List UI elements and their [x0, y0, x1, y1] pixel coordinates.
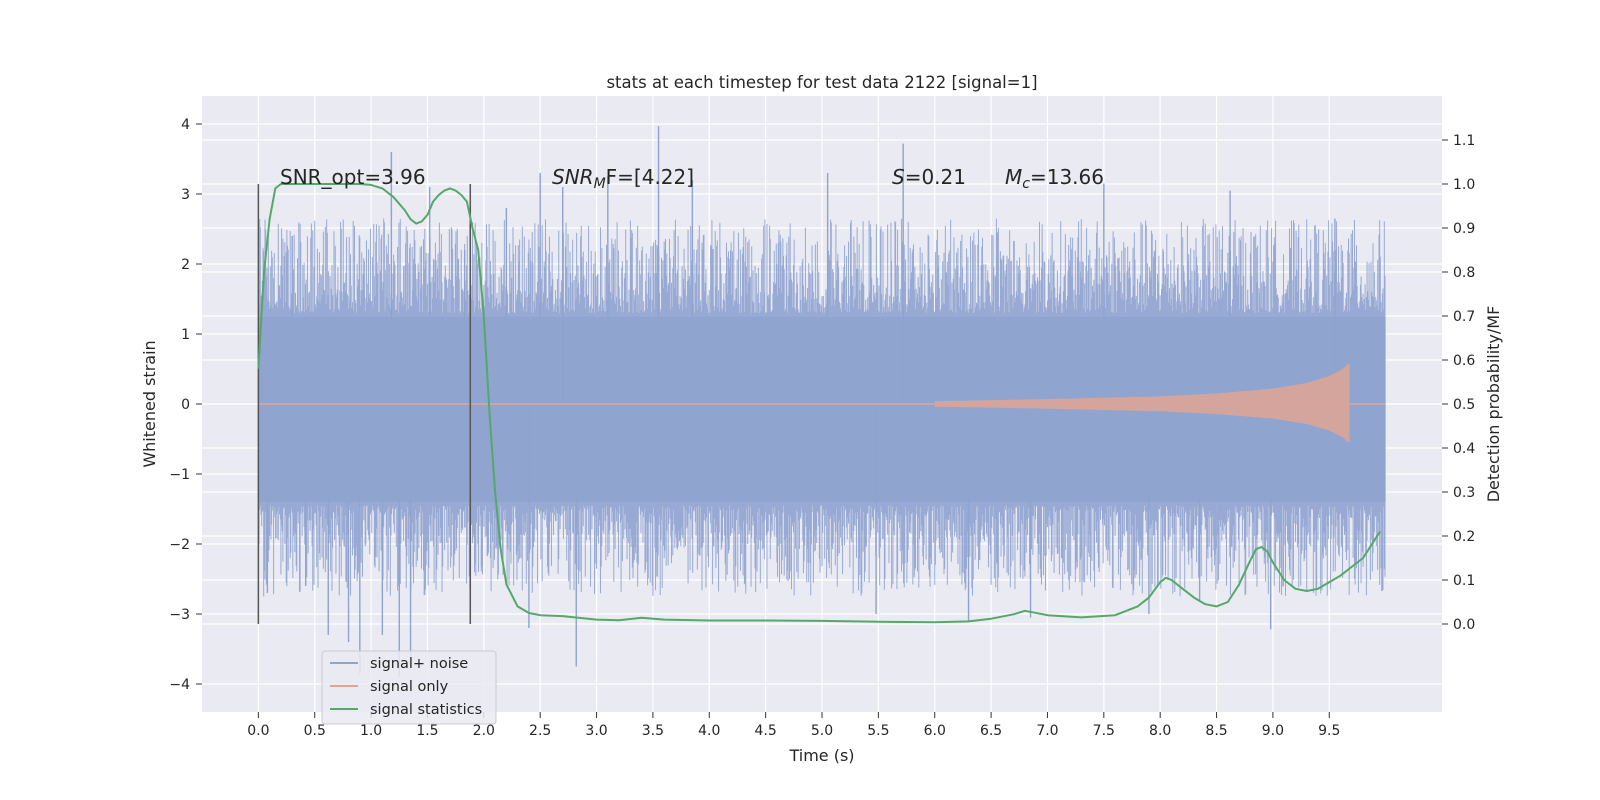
- y-tick-label-right: 0.9: [1453, 221, 1475, 237]
- y-tick-label-right: 0.6: [1453, 353, 1475, 369]
- statistics-line: [257, 183, 1381, 624]
- x-tick-label: 5.0: [811, 723, 833, 739]
- y-tick-label-right: 0.4: [1453, 441, 1475, 457]
- signal-chirp-envelope: [934, 363, 1350, 443]
- annotation-snr-mf-value: F=[4.22]: [606, 165, 694, 189]
- x-tick-label: 7.0: [1036, 723, 1058, 739]
- annotation-snr-opt: SNR_opt=3.96: [280, 165, 426, 189]
- x-tick-label: 8.5: [1205, 723, 1227, 739]
- annotation-s-symbol: S: [892, 165, 905, 189]
- series-signal-only: [258, 363, 1386, 443]
- annotation-s: S=0.21: [892, 165, 966, 189]
- x-tick-label: 9.5: [1318, 723, 1340, 739]
- y-tick-label-right: 1.0: [1453, 177, 1475, 193]
- y-tick-label-left: −1: [169, 467, 190, 483]
- x-tick-label: 0.5: [304, 723, 326, 739]
- y-tick-label-right: 0.0: [1453, 617, 1475, 633]
- x-axis-label: Time (s): [788, 746, 854, 765]
- legend-label-signal-only: signal only: [370, 679, 449, 695]
- x-tick-label: 4.5: [755, 723, 777, 739]
- legend-box: [321, 650, 497, 725]
- y-tick-label-right: 0.5: [1453, 397, 1475, 413]
- x-tick-label: 0.0: [247, 723, 269, 739]
- x-tick-label: 1.0: [360, 723, 382, 739]
- x-tick-label: 7.5: [1093, 723, 1115, 739]
- x-tick-label: 3.0: [585, 723, 607, 739]
- chart-title: stats at each timestep for test data 212…: [606, 73, 1037, 92]
- x-tick-label: 6.0: [924, 723, 946, 739]
- y-tick-label-left: −4: [169, 677, 190, 693]
- x-tick-label: 5.5: [867, 723, 889, 739]
- y-tick-label-right: 0.7: [1453, 309, 1475, 325]
- legend: signal+ noise signal only signal statist…: [321, 650, 497, 725]
- annotation-mc-symbol: M: [1005, 165, 1022, 189]
- y-tick-label-right: 0.1: [1453, 573, 1475, 589]
- y-tick-label-right: 0.2: [1453, 529, 1475, 545]
- x-tick-label: 6.5: [980, 723, 1002, 739]
- annotation-snr-mf: SNRMF=[4.22]: [552, 165, 694, 192]
- annotation-mc-subscript: c: [1022, 176, 1030, 192]
- y-tick-label-left: −3: [169, 607, 190, 623]
- annotation-snr-mf-symbol: SNR: [552, 165, 594, 189]
- series-signal-statistics: [257, 183, 1381, 624]
- y-tick-label-left: 4: [181, 117, 190, 133]
- x-tick-label: 1.5: [416, 723, 438, 739]
- annotation-s-value: =0.21: [905, 165, 966, 189]
- annotation-snr-mf-subscript: M: [594, 176, 606, 192]
- x-tick-label: 9.0: [1262, 723, 1284, 739]
- x-tick-label: 4.0: [698, 723, 720, 739]
- annotation-mc: Mc=13.66: [1005, 165, 1104, 192]
- y-tick-label-right: 1.1: [1453, 133, 1475, 149]
- legend-label-signal-statistics: signal statistics: [370, 702, 482, 718]
- y-axis-label-right: Detection probability/MF: [1484, 306, 1503, 503]
- y-tick-label-right: 0.3: [1453, 485, 1475, 501]
- y-tick-label-left: 0: [181, 397, 190, 413]
- legend-label-signal-noise: signal+ noise: [370, 656, 468, 672]
- ticks: 0.0 0.5 1.0 1.5 2.0 2.5 3.0 3.5 4.0 4.5 5.0 5.5 6.0 6…: [169, 117, 1475, 739]
- y-tick-label-right: 0.8: [1453, 265, 1475, 281]
- y-tick-label-left: 3: [181, 187, 190, 203]
- y-tick-label-left: 2: [181, 257, 190, 273]
- vertical-markers: [257, 184, 472, 624]
- x-tick-label: 2.5: [529, 723, 551, 739]
- x-tick-label: 2.0: [473, 723, 495, 739]
- annotation-mc-value: =13.66: [1030, 165, 1104, 189]
- y-axis-label-left: Whitened strain: [140, 340, 159, 467]
- y-tick-label-left: −2: [169, 537, 190, 553]
- x-tick-label: 8.0: [1149, 723, 1171, 739]
- x-tick-label: 3.5: [642, 723, 664, 739]
- y-tick-label-left: 1: [181, 327, 190, 343]
